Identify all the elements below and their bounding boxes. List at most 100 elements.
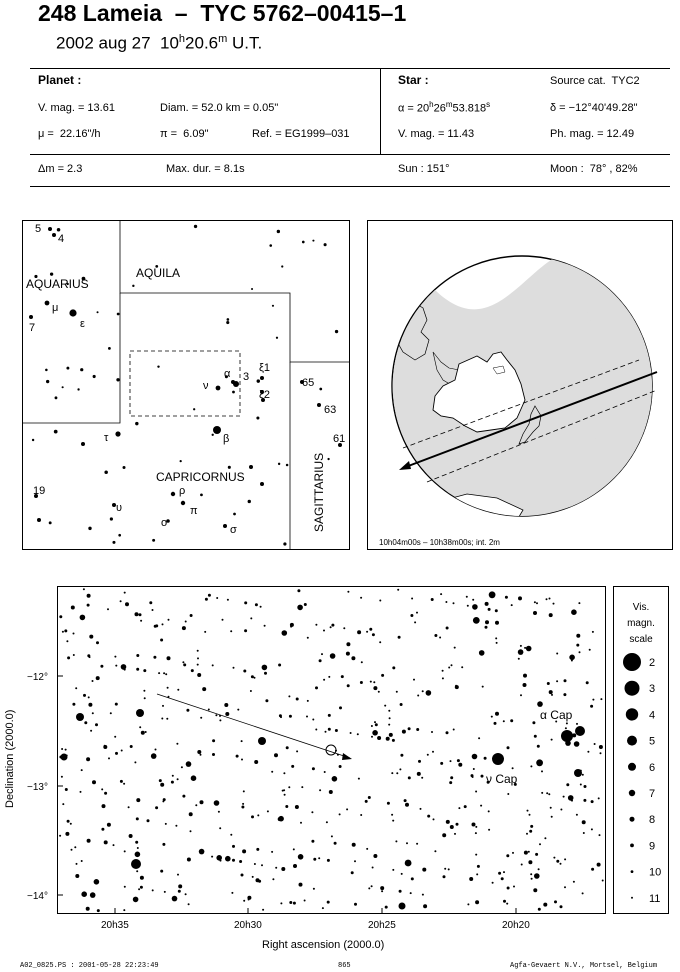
field-star — [510, 719, 514, 723]
field-star — [177, 889, 181, 893]
field-star — [219, 827, 222, 830]
legend-magnitude-dot — [627, 735, 637, 746]
field-star — [525, 645, 532, 652]
field-star — [349, 732, 352, 734]
x-tick-label: 20h30 — [234, 920, 262, 931]
field-star — [106, 822, 111, 827]
field-star — [581, 773, 584, 776]
field-star — [283, 772, 286, 775]
field-star — [507, 793, 510, 795]
constellation-star — [81, 442, 85, 446]
field-star — [366, 630, 369, 633]
field-star — [61, 630, 64, 633]
constellation-star — [233, 512, 236, 516]
field-star — [522, 683, 527, 687]
field-star — [150, 753, 157, 759]
field-star — [318, 659, 322, 663]
constellation-star — [115, 431, 121, 437]
field-star — [144, 731, 147, 733]
constellation-star — [281, 265, 284, 268]
field-star — [278, 714, 282, 718]
field-star — [256, 847, 260, 851]
constellation-star — [319, 387, 323, 391]
field-star — [563, 693, 567, 697]
star-phmag: Ph. mag. = 12.49 — [550, 128, 635, 140]
field-star — [422, 867, 427, 872]
field-star — [312, 718, 315, 721]
field-star — [160, 869, 164, 873]
field-star — [447, 868, 450, 871]
field-star — [537, 907, 541, 911]
legend-magnitude-dot — [623, 653, 641, 671]
field-star — [264, 671, 267, 675]
field-star — [449, 825, 454, 829]
field-star — [543, 902, 548, 907]
chart-field-box — [129, 350, 241, 417]
field-star — [524, 646, 527, 649]
field-star — [72, 702, 76, 706]
field-star — [86, 757, 91, 762]
field-star — [551, 693, 553, 696]
field-star — [537, 868, 540, 871]
field-star — [553, 856, 556, 859]
field-star — [513, 885, 515, 888]
field-star — [506, 746, 510, 750]
constellation-star — [180, 500, 186, 506]
field-star — [575, 813, 578, 816]
y-tick-label: −14° — [27, 891, 48, 902]
field-star — [272, 878, 275, 881]
field-star — [481, 685, 484, 688]
field-star — [484, 625, 488, 629]
field-star — [581, 892, 584, 895]
field-star — [326, 858, 330, 862]
field-star — [165, 673, 168, 676]
constellation-star — [317, 403, 321, 407]
field-star — [494, 609, 498, 613]
field-star — [75, 687, 78, 690]
field-star — [469, 877, 474, 881]
field-star — [128, 834, 133, 838]
field-star — [182, 661, 185, 664]
field-star — [583, 785, 587, 788]
field-star — [158, 672, 161, 675]
constellation-star — [109, 517, 113, 521]
field-star — [291, 764, 295, 768]
field-star — [591, 867, 595, 871]
field-star — [181, 626, 186, 631]
field-star — [323, 678, 326, 681]
continent-asia — [394, 301, 430, 361]
field-star — [566, 783, 570, 787]
field-star — [480, 804, 483, 807]
constellation-star — [261, 398, 265, 402]
field-star — [69, 822, 72, 825]
field-star — [200, 716, 203, 719]
legend-magnitude-dot — [628, 762, 636, 771]
field-star — [487, 810, 490, 813]
field-star — [251, 875, 254, 878]
field-star — [298, 882, 303, 887]
constellation-star — [155, 265, 159, 268]
field-star — [261, 664, 268, 671]
field-star — [311, 767, 315, 771]
field-star — [151, 889, 154, 892]
globe-caption: 10h04m00s – 10h38m00s; int. 2m — [379, 538, 500, 547]
field-star — [536, 759, 543, 767]
field-star — [100, 664, 104, 668]
label-aquila: AQUILA — [136, 266, 180, 280]
constellation-star — [323, 243, 327, 247]
field-star — [377, 690, 380, 693]
field-star — [197, 657, 199, 660]
planet-diameter: Diam. = 52.0 km = 0.05" — [160, 102, 279, 114]
field-star — [61, 748, 64, 750]
field-star — [86, 593, 91, 598]
field-star — [354, 902, 357, 906]
star-label-sigma: σ — [230, 524, 237, 536]
field-star — [582, 832, 585, 834]
field-star — [500, 877, 504, 881]
field-star — [170, 780, 174, 784]
star-label-61: 61 — [333, 433, 345, 445]
star-label-4: 4 — [58, 233, 64, 245]
field-star — [281, 789, 284, 792]
field-star — [452, 602, 455, 605]
field-star — [591, 630, 594, 633]
